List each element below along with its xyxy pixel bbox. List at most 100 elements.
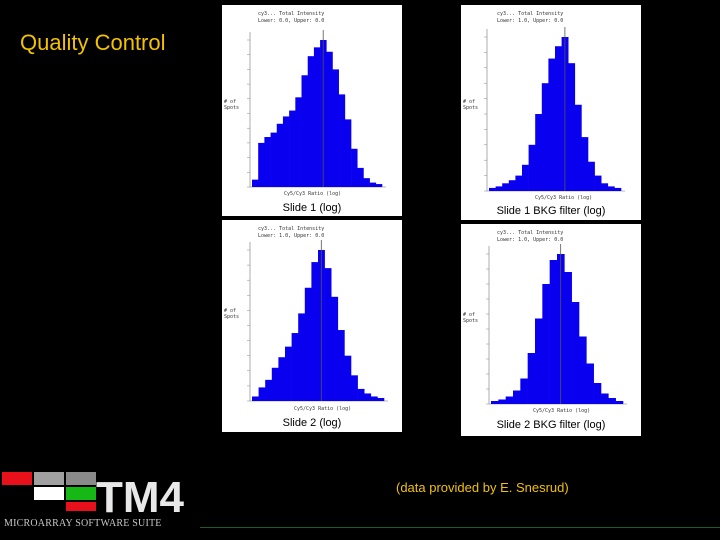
logo-block-gray-2: [66, 472, 96, 485]
y-axis-note: # of: [463, 312, 475, 318]
slide-title: Quality Control: [20, 30, 166, 55]
histogram-bar: [548, 58, 556, 192]
y-axis-note: # of: [463, 99, 475, 105]
y-axis-note: Spots: [224, 314, 239, 320]
footer-rule: [200, 527, 720, 528]
histogram-bar: [495, 186, 503, 191]
histogram-panel-2: cy3... Total Intensity Lower: 1.0, Upper…: [461, 5, 641, 220]
histogram-bar: [615, 401, 624, 404]
histogram-bar: [270, 132, 278, 187]
x-axis-note: Cy5/Cy3 Ratio (log): [294, 406, 351, 412]
histogram-bar: [304, 287, 312, 401]
histogram-caption: Slide 2 BKG filter (log): [496, 419, 606, 431]
histogram-bar: [278, 357, 286, 401]
histogram-bar: [289, 110, 296, 187]
histogram-bar: [271, 367, 279, 401]
y-axis-note: # of: [224, 99, 236, 105]
logo-block-red: [2, 472, 32, 485]
histogram-bar: [607, 186, 615, 191]
histogram-bar: [601, 393, 609, 404]
histogram-bar: [370, 396, 378, 401]
logo-block-gray: [34, 472, 64, 485]
histogram-bar: [301, 75, 309, 187]
histogram-bar: [571, 302, 580, 404]
histogram-bar: [258, 387, 266, 401]
histogram-bar: [344, 355, 352, 401]
histogram-bar: [586, 363, 594, 404]
histogram-bar: [505, 396, 514, 404]
histogram-bar: [593, 383, 602, 404]
histogram-bar: [491, 401, 499, 404]
histogram-bar: [574, 104, 582, 191]
histogram-bar: [502, 183, 510, 191]
suite-name: MICROARRAY SOFTWARE SUITE: [4, 518, 162, 529]
histogram-bar: [276, 123, 284, 187]
histogram-panel-3: cy3... Total Intensity Lower: 1.0, Upper…: [222, 220, 402, 432]
histogram-bar: [601, 183, 609, 191]
histogram-caption: Slide 1 (log): [282, 202, 342, 214]
panel-header-line-2: Lower: 1.0, Upper: 0.0: [497, 18, 563, 24]
histogram-bar: [291, 333, 299, 401]
histogram-bar: [489, 187, 496, 191]
histogram-bar: [285, 346, 292, 401]
histogram-bar: [337, 330, 345, 401]
y-axis-note: # of: [224, 308, 236, 314]
histogram-bar: [357, 167, 364, 187]
histogram-bar: [555, 46, 562, 191]
histogram-panel-4: cy3... Total Intensity Lower: 1.0, Upper…: [461, 224, 641, 436]
panel-header-line-2: Lower: 1.0, Upper: 0.0: [258, 233, 324, 239]
histogram-bar: [344, 119, 352, 187]
histogram-bar: [614, 187, 622, 191]
histogram-bar: [535, 318, 543, 404]
panel-header-line-1: cy3... Total Intensity: [258, 226, 324, 232]
histogram-bar: [520, 378, 528, 404]
histogram-svg-3: cy3... Total Intensity Lower: 1.0, Upper…: [224, 226, 388, 412]
histogram-bars: [252, 40, 383, 188]
logo-text: TM4: [96, 473, 185, 522]
histogram-bar: [252, 396, 259, 401]
histogram-bar: [498, 399, 506, 404]
histogram-bar: [377, 397, 385, 401]
histogram-bar: [542, 284, 550, 404]
histogram-bar: [364, 393, 372, 401]
histogram-bar: [313, 47, 321, 187]
histogram-bar: [338, 94, 346, 187]
histogram-bar: [522, 164, 529, 191]
histogram-caption: Slide 2 (log): [282, 417, 342, 429]
histogram-bar: [326, 51, 333, 188]
histogram-bar: [535, 114, 543, 191]
histogram-bar: [265, 379, 273, 401]
histogram-bar: [515, 175, 523, 191]
histogram-bar: [307, 56, 315, 187]
histogram-panel-1: cy3... Total Intensity Lower: 0.0, Upper…: [222, 5, 402, 216]
histogram-bar: [258, 142, 265, 187]
histogram-bar: [324, 268, 332, 401]
histogram-bars: [489, 37, 622, 192]
y-axis-note: Spots: [463, 105, 478, 111]
logo-block-white: [34, 487, 64, 500]
histogram-bar: [252, 179, 259, 187]
x-axis-note: Cy5/Cy3 Ratio (log): [533, 408, 590, 414]
histogram-bar: [508, 180, 516, 191]
histogram-bar: [594, 175, 602, 191]
histogram-bar: [549, 260, 558, 404]
y-axis-note: Spots: [224, 105, 239, 111]
histogram-bar: [351, 375, 358, 401]
histogram-bar: [332, 69, 339, 187]
histogram-bar: [369, 182, 377, 187]
histogram-bar: [527, 353, 536, 404]
data-credit: (data provided by E. Snesrud): [396, 480, 569, 495]
histogram-bar: [264, 137, 271, 187]
histogram-bar: [579, 336, 587, 404]
x-axis-note: Cy5/Cy3 Ratio (log): [535, 195, 592, 201]
histogram-bar: [375, 184, 383, 187]
histogram-bar: [564, 272, 572, 404]
x-axis-note: Cy5/Cy3 Ratio (log): [284, 191, 341, 197]
histogram-svg-1: cy3... Total Intensity Lower: 0.0, Upper…: [224, 11, 386, 197]
histogram-bar: [363, 178, 370, 187]
histogram-bar: [588, 161, 595, 191]
histogram-bar: [608, 398, 616, 404]
histogram-bar: [282, 116, 290, 187]
panel-header-line-1: cy3... Total Intensity: [258, 11, 324, 17]
histogram-bar: [541, 83, 549, 191]
